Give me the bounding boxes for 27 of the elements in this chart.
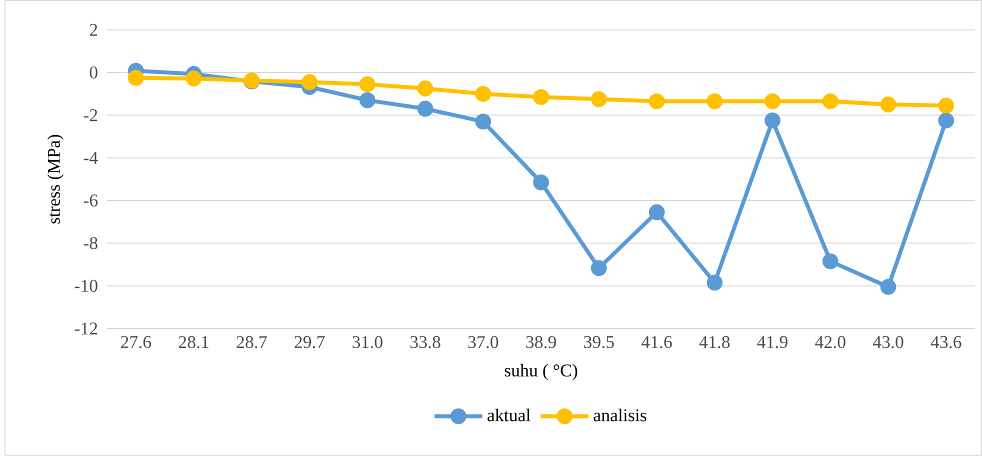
x-tick-label: 28.7: [236, 336, 267, 348]
y-tick-label: 0: [90, 66, 98, 79]
legend-label: aktual: [488, 408, 530, 422]
y-tick-label: -4: [84, 152, 98, 164]
x-tick-label: 37.0: [468, 336, 498, 348]
x-tick-label: 41.6: [641, 336, 672, 348]
x-tick-label: 42.0: [815, 336, 846, 348]
x-tick-label: 39.5: [584, 336, 614, 348]
y-tick-label: -12: [74, 322, 98, 334]
y-tick-label: -8: [84, 237, 98, 250]
x-tick-label: 27.6: [121, 336, 152, 348]
x-tick-label: 43.0: [872, 336, 904, 348]
x-tick-label: 38.9: [526, 336, 556, 348]
y-tick-label: -6: [84, 194, 98, 207]
y-tick-label: -2: [84, 109, 98, 122]
y-tick-label: -10: [74, 280, 98, 292]
y-axis-title: stress (MPa): [47, 134, 64, 224]
x-tick-label: 33.8: [410, 336, 440, 348]
x-tick-label: 41.8: [699, 336, 730, 348]
legend-label: analisis: [594, 408, 646, 422]
x-axis-title: suhu ( °C): [504, 364, 578, 380]
x-tick-label: 41.9: [757, 336, 788, 348]
x-tick-label: 28.1: [178, 336, 208, 348]
y-tick-label: 2: [90, 24, 98, 36]
x-tick-label: 31.0: [352, 336, 382, 348]
x-tick-label: 43.6: [930, 336, 962, 348]
x-tick-label: 29.7: [294, 336, 325, 348]
